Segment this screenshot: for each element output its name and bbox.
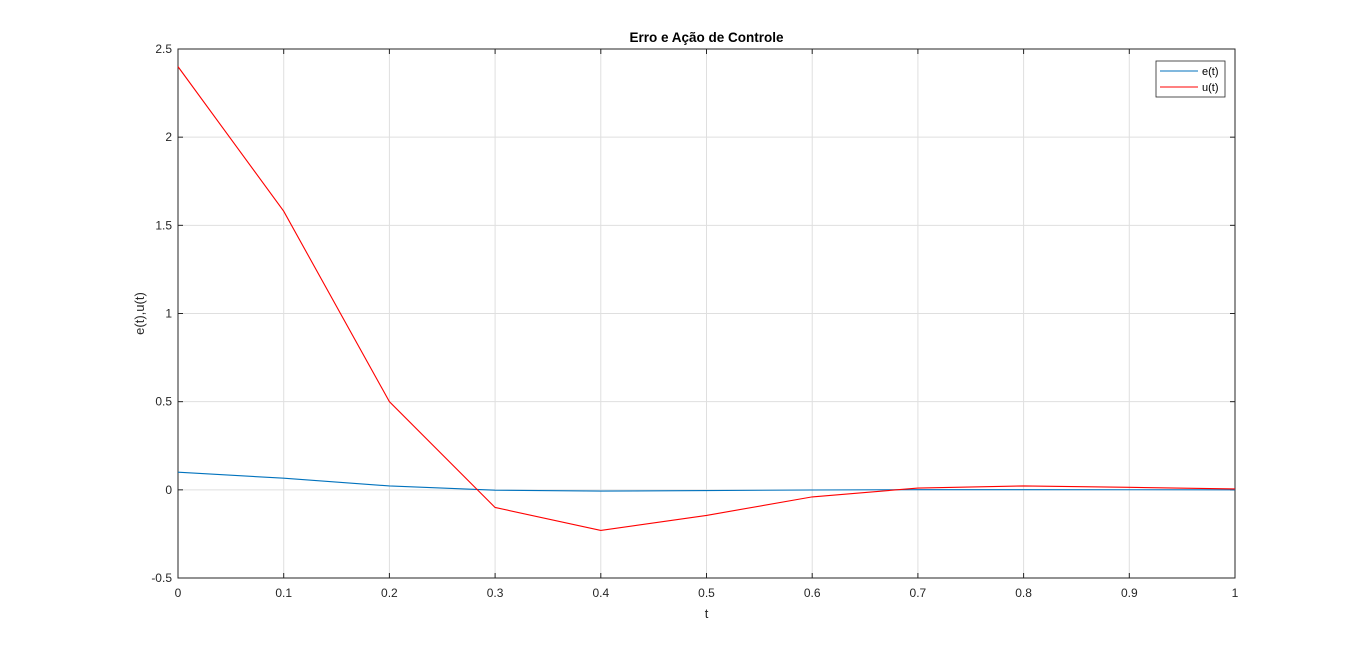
y-axis-ticks: -0.5 0 0.5 1 1.5 2 2.5 [151,42,1235,585]
y-tick-label: -0.5 [151,571,172,585]
series-line-1 [177,66,1236,531]
x-axis-label: t [705,606,709,621]
legend-box [1155,60,1226,98]
x-tick-label: 0.4 [592,586,609,600]
x-tick-label: 0.7 [910,586,927,600]
legend-label-u: u(t) [1202,82,1219,94]
y-tick-label: 0 [165,483,172,497]
y-tick-label: 2.5 [155,42,172,56]
x-tick-label: 0.5 [698,586,715,600]
y-axis-label: e(t),u(t) [132,292,147,335]
series-lines [177,66,1236,531]
y-tick-label: 0.5 [155,395,172,409]
x-tick-label: 0.9 [1121,586,1138,600]
x-tick-label: 0.2 [381,586,398,600]
y-tick-label: 2 [165,130,172,144]
y-tick-label: 1.5 [155,218,172,232]
chart-title: Erro e Ação de Controle [629,30,784,45]
x-tick-label: 0.6 [804,586,821,600]
legend-label-e: e(t) [1202,66,1219,78]
x-tick-label: 0.3 [487,586,504,600]
x-tick-label: 0.8 [1015,586,1032,600]
x-axis-ticks: 0 0.1 0.2 0.3 0.4 0.5 0.6 0.7 0.8 0.9 1 [175,49,1239,600]
x-tick-label: 0.1 [275,586,292,600]
x-tick-label: 0 [175,586,182,600]
series-line-0 [177,471,1236,492]
grid [177,48,1236,579]
x-tick-label: 1 [1232,586,1239,600]
legend: e(t) u(t) [1155,60,1226,98]
y-tick-label: 1 [165,307,172,321]
